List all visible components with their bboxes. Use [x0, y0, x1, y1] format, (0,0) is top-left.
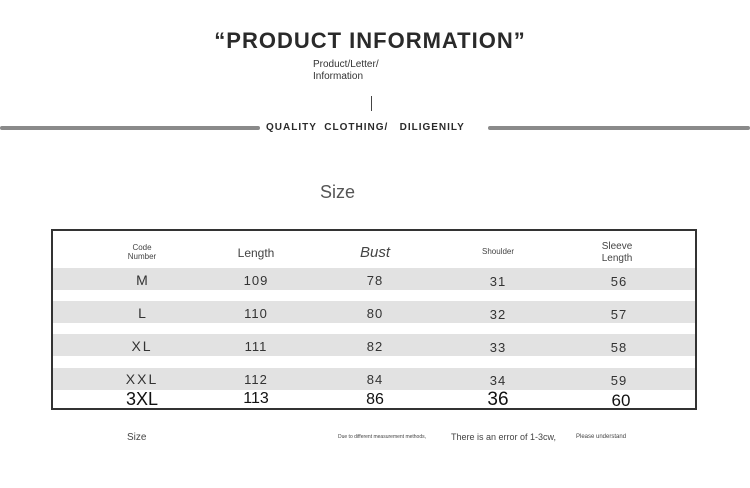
size-table: Code Number Length Bust Shoulder Sleeve …: [51, 229, 697, 410]
row-background: [53, 301, 695, 323]
header-code-number: Code Number: [127, 243, 157, 261]
divider-vertical: [371, 96, 372, 111]
footer-note-error: There is an error of 1-3cw,: [451, 432, 557, 442]
table-cell: 33: [489, 340, 507, 355]
table-cell: 32: [489, 307, 507, 322]
table-cell: 80: [366, 306, 384, 321]
header-bust: Bust: [359, 244, 391, 261]
footer-note-methods: Due to different measurement methods,: [338, 434, 427, 440]
table-cell: 60: [611, 391, 631, 410]
table-cell: M: [136, 272, 148, 288]
table-cell: 109: [243, 273, 269, 288]
table-cell: 112: [244, 372, 268, 387]
table-cell: 78: [366, 273, 384, 288]
table-cell: XL: [131, 338, 153, 354]
table-cell: 31: [489, 274, 507, 289]
table-cell: 84: [366, 372, 384, 387]
table-cell: XXL: [125, 371, 159, 387]
header-shoulder: Shoulder: [481, 247, 515, 256]
table-cell: 111: [244, 339, 268, 354]
page-subtitle: Product/Letter/ Information: [313, 59, 379, 82]
table-cell: 113: [243, 390, 269, 407]
table-cell: 86: [366, 391, 384, 408]
header-length: Length: [237, 246, 275, 260]
divider-band-right: [488, 126, 750, 130]
footer-note-understand: Please understand: [576, 434, 627, 440]
band-tagline: QUALITY CLOTHING/ DILIGENILY: [266, 122, 465, 133]
row-background: [53, 368, 695, 390]
table-cell: 58: [610, 340, 628, 355]
table-cell: 59: [610, 373, 628, 388]
table-cell: 57: [610, 307, 628, 322]
table-cell: 110: [244, 306, 268, 321]
table-cell: 34: [489, 373, 507, 388]
table-cell: 36: [487, 389, 509, 410]
row-background: [53, 268, 695, 290]
section-title: Size: [320, 182, 356, 202]
divider-band-left: [0, 126, 260, 130]
table-cell: L: [138, 305, 146, 321]
table-cell: 82: [366, 339, 384, 354]
row-background: [53, 334, 695, 356]
header-sleeve-length: Sleeve Length: [601, 241, 633, 264]
table-cell: 56: [610, 274, 628, 289]
page-title: “PRODUCT INFORMATION”: [214, 28, 526, 53]
footer-size-label: Size: [127, 432, 147, 443]
table-cell: 3XL: [125, 389, 159, 409]
